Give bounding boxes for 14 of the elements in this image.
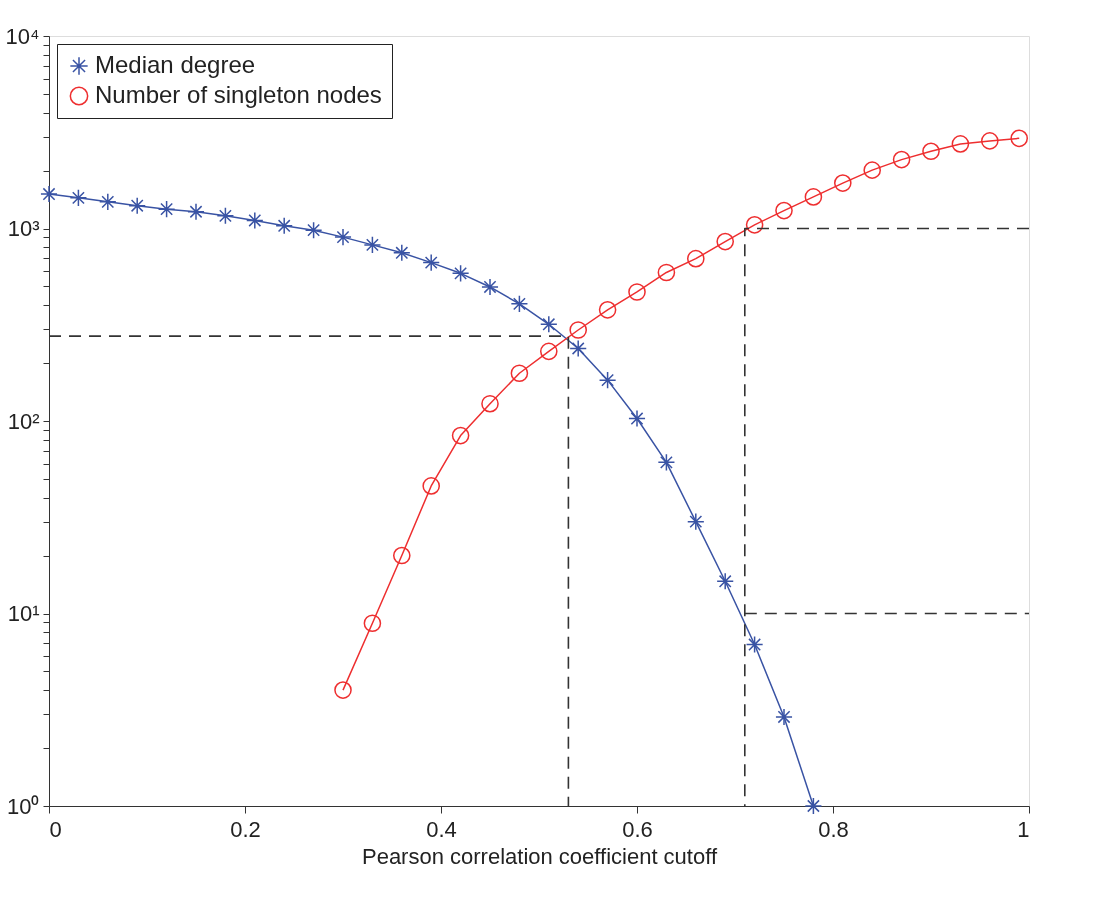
x-tick-label: 0 [49,816,62,842]
x-tick-label: 0.4 [426,816,457,842]
y-tick-label: 10⁴ [5,23,40,49]
legend-label: Median degree [95,51,256,78]
x-tick-label: 1 [1017,816,1030,842]
legend-label: Number of singleton nodes [95,81,382,108]
y-tick-label: 10² [7,408,40,434]
x-tick-label: 0.6 [622,816,653,842]
x-tick-label: 0.8 [818,816,849,842]
y-tick-label: 10¹ [7,601,40,626]
y-tick-label: 10³ [7,216,40,241]
x-tick-label: 0.2 [230,816,261,842]
x-axis-title: Pearson correlation coefficient cutoff [361,843,718,869]
y-tick-label: 10⁰ [7,793,40,819]
